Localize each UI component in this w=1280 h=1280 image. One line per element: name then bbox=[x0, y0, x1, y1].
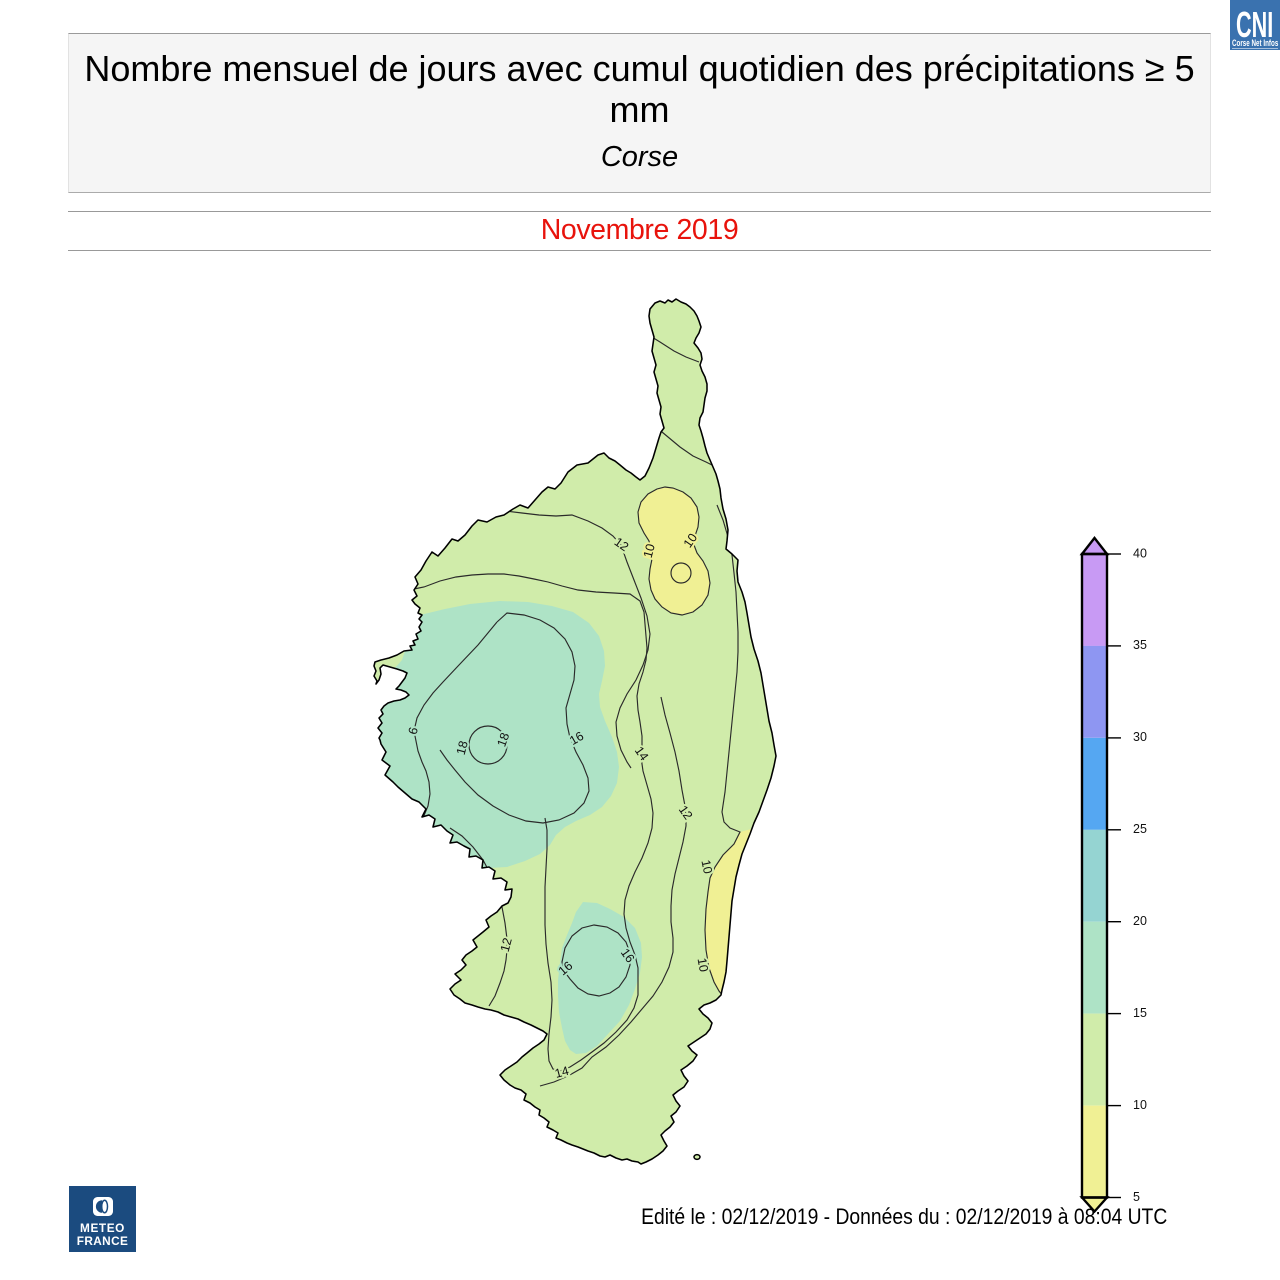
svg-text:12: 12 bbox=[498, 936, 515, 953]
svg-text:10: 10 bbox=[1133, 1098, 1147, 1112]
svg-text:25: 25 bbox=[1133, 822, 1147, 836]
svg-text:10: 10 bbox=[695, 957, 711, 973]
svg-text:20: 20 bbox=[1133, 914, 1147, 928]
svg-text:30: 30 bbox=[1133, 730, 1147, 744]
svg-text:14: 14 bbox=[553, 1064, 570, 1081]
svg-text:40: 40 bbox=[1133, 546, 1147, 560]
svg-text:10: 10 bbox=[641, 542, 658, 559]
svg-text:10: 10 bbox=[698, 859, 715, 876]
svg-text:18: 18 bbox=[454, 739, 471, 756]
svg-text:15: 15 bbox=[1133, 1006, 1147, 1020]
svg-text:35: 35 bbox=[1133, 638, 1147, 652]
svg-text:5: 5 bbox=[1133, 1190, 1140, 1204]
